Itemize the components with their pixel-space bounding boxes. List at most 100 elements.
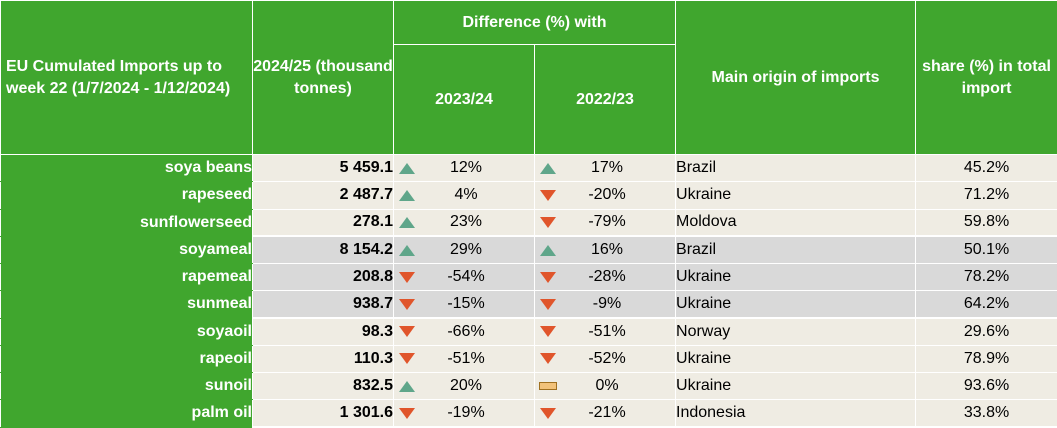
diff-2022-23: 16%	[533, 235, 677, 265]
table-row: rapeseed 2 487.7 4% -20% Ukraine 71.2%	[0, 181, 1057, 210]
arrow-down-icon	[536, 407, 561, 419]
product-name: soyameal	[0, 235, 253, 265]
product-name: soyaoil	[0, 317, 253, 346]
origin-country: Ukraine	[675, 344, 917, 374]
table-row: soyaoil 98.3 -66% -51% Norway 29.6%	[0, 317, 1057, 346]
volume-value: 110.3	[252, 344, 394, 374]
header-volume: 2024/25 (thousand tonnes)	[252, 0, 394, 155]
diff-2023-24: 23%	[393, 208, 535, 238]
diff-2023-24: 4%	[393, 181, 535, 210]
flat-marker-icon	[536, 382, 561, 391]
share-value: 45.2%	[915, 153, 1057, 183]
origin-country: Ukraine	[675, 371, 917, 401]
volume-value: 2 487.7	[252, 181, 394, 210]
arrow-down-icon	[536, 298, 561, 310]
arrow-up-icon	[395, 380, 421, 392]
product-name: sunmeal	[0, 290, 253, 319]
diff-2023-24-value: 12%	[449, 159, 483, 177]
volume-value: 832.5	[252, 371, 394, 401]
diff-2022-23-value: 17%	[590, 159, 624, 177]
diff-2022-23: -79%	[533, 208, 677, 238]
share-value: 50.1%	[915, 235, 1057, 265]
diff-2022-23-value: -20%	[588, 186, 626, 204]
product-name: soya beans	[0, 153, 253, 183]
origin-country: Ukraine	[675, 262, 917, 292]
arrow-up-icon	[536, 244, 561, 256]
diff-2022-23: -20%	[533, 181, 677, 210]
arrow-down-icon	[395, 326, 421, 338]
diff-2023-24: 12%	[393, 153, 535, 183]
diff-2022-23: -28%	[533, 262, 677, 292]
diff-2023-24-value: -54%	[447, 268, 485, 286]
diff-2023-24: -66%	[393, 317, 535, 346]
product-name: sunflowerseed	[0, 208, 253, 237]
arrow-down-icon	[536, 271, 561, 283]
table-row: rapeoil 110.3 -51% -52% Ukraine 78.9%	[0, 344, 1057, 374]
volume-value: 5 459.1	[252, 153, 394, 183]
share-value: 78.9%	[915, 344, 1057, 374]
share-value: 29.6%	[915, 317, 1057, 346]
diff-2022-23-value: -21%	[588, 404, 626, 422]
product-name: rapeoil	[0, 344, 253, 374]
diff-2023-24-value: -66%	[447, 322, 485, 340]
diff-2022-23-value: 16%	[590, 241, 624, 259]
arrow-down-icon	[395, 271, 421, 283]
diff-2022-23-value: -52%	[588, 349, 626, 367]
arrow-down-icon	[536, 189, 561, 201]
diff-2022-23-value: 0%	[595, 377, 619, 395]
diff-2023-24-value: 20%	[449, 377, 483, 395]
share-value: 59.8%	[915, 208, 1057, 238]
diff-2023-24-value: -19%	[447, 404, 485, 422]
diff-2022-23-value: -28%	[588, 268, 626, 286]
header-share: share (%) in total import	[915, 0, 1057, 155]
origin-country: Indonesia	[675, 399, 917, 428]
table-row: soyameal 8 154.2 29% 16% Brazil 50.1%	[0, 235, 1057, 265]
volume-value: 208.8	[252, 262, 394, 292]
diff-2023-24-value: 29%	[449, 241, 483, 259]
origin-country: Brazil	[675, 153, 917, 183]
diff-2023-24-value: 4%	[454, 186, 478, 204]
volume-value: 98.3	[252, 317, 394, 346]
header-difference-group: Difference (%) with	[392, 0, 677, 45]
origin-country: Ukraine	[675, 181, 917, 210]
arrow-up-icon	[395, 244, 421, 256]
diff-2023-24: -19%	[393, 399, 535, 428]
arrow-up-icon	[536, 162, 561, 174]
table-row: sunmeal 938.7 -15% -9% Ukraine 64.2%	[0, 290, 1057, 320]
origin-country: Ukraine	[675, 290, 917, 320]
table-row: rapemeal 208.8 -54% -28% Ukraine 78.2%	[0, 262, 1057, 292]
origin-country: Norway	[675, 317, 917, 346]
share-value: 93.6%	[915, 371, 1057, 401]
volume-value: 1 301.6	[252, 399, 394, 428]
diff-2023-24: 29%	[393, 235, 535, 265]
diff-2022-23: 17%	[533, 153, 677, 183]
product-name: rapeseed	[0, 181, 253, 210]
product-name: palm oil	[0, 399, 253, 428]
share-value: 71.2%	[915, 181, 1057, 210]
header-diff-2023-24: 2023/24	[393, 44, 535, 155]
diff-2023-24: 20%	[393, 371, 535, 401]
diff-2022-23: -9%	[533, 290, 677, 320]
volume-value: 938.7	[252, 290, 394, 320]
arrow-down-icon	[536, 326, 561, 338]
table-row: sunflowerseed 278.1 23% -79% Moldova 59.8%	[0, 208, 1057, 238]
header-diff-2022-23: 2022/23	[533, 44, 677, 155]
arrow-down-icon	[395, 353, 421, 365]
header-title: EU Cumulated Imports up to week 22 (1/7/…	[0, 0, 253, 155]
diff-2022-23: -21%	[533, 399, 677, 428]
diff-2022-23: -52%	[533, 344, 677, 374]
diff-2023-24-value: -51%	[447, 349, 485, 367]
diff-2022-23-value: -9%	[592, 295, 622, 313]
diff-2023-24-value: -15%	[447, 295, 485, 313]
diff-2022-23-value: -79%	[588, 213, 626, 231]
diff-2023-24: -15%	[393, 290, 535, 320]
share-value: 64.2%	[915, 290, 1057, 320]
arrow-up-icon	[395, 216, 421, 228]
origin-country: Brazil	[675, 235, 917, 265]
diff-2023-24-value: 23%	[449, 213, 483, 231]
arrow-down-icon	[395, 407, 421, 419]
origin-country: Moldova	[675, 208, 917, 238]
diff-2022-23-value: -51%	[588, 322, 626, 340]
table-row: soya beans 5 459.1 12% 17% Brazil 45.2%	[0, 153, 1057, 183]
